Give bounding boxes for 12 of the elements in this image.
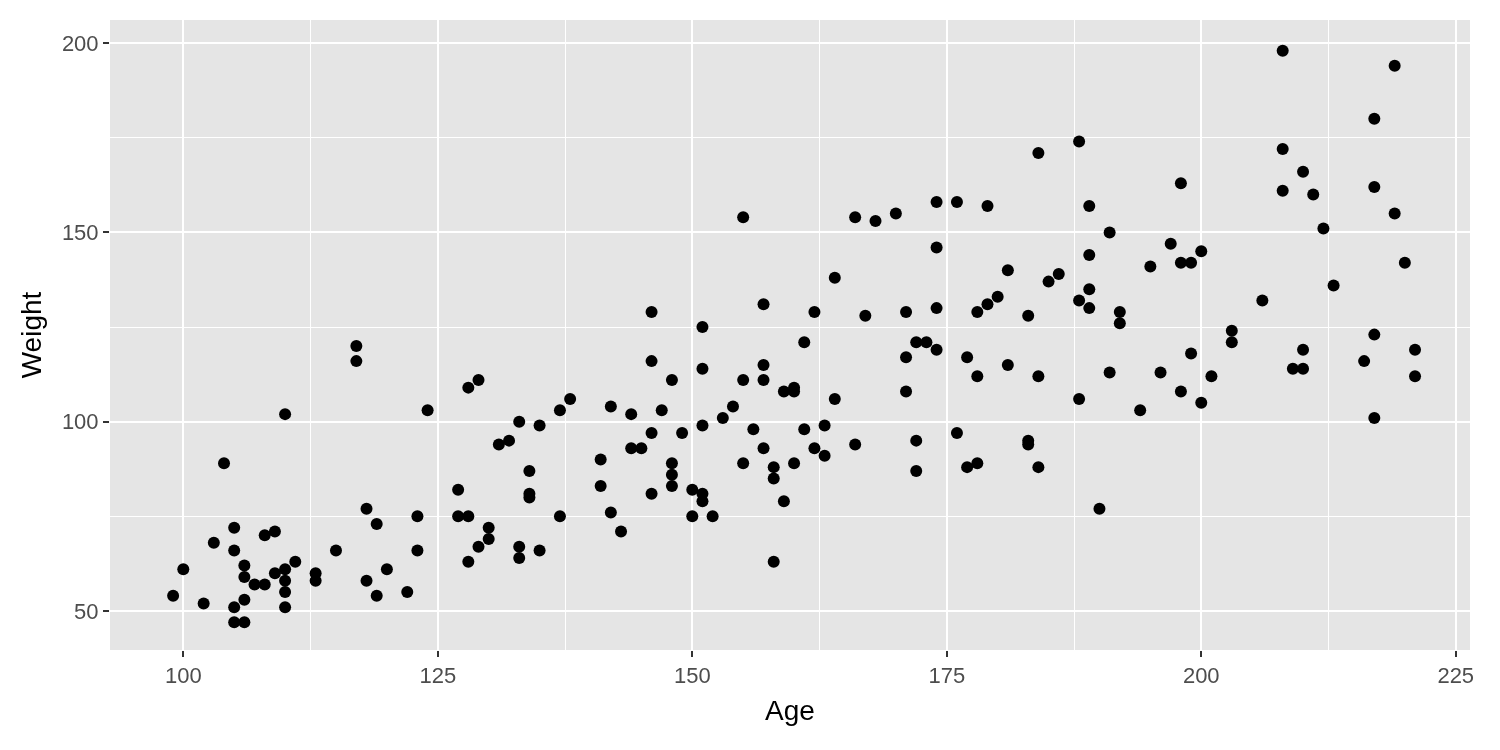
y-tick-label: 200 xyxy=(61,30,99,56)
y-tick-label: 150 xyxy=(61,220,99,246)
y-axis-title: Weight xyxy=(15,291,47,379)
x-tick-label: 200 xyxy=(1182,663,1220,689)
y-tick-label: 50 xyxy=(74,598,99,624)
x-tick-label: 175 xyxy=(928,663,966,689)
x-tick-label: 125 xyxy=(419,663,457,689)
x-tick-label: 225 xyxy=(1437,663,1475,689)
x-tick-label: 150 xyxy=(673,663,711,689)
x-axis-title: Age xyxy=(765,694,815,726)
y-tick-label: 100 xyxy=(61,409,99,435)
x-tick-label: 100 xyxy=(164,663,202,689)
